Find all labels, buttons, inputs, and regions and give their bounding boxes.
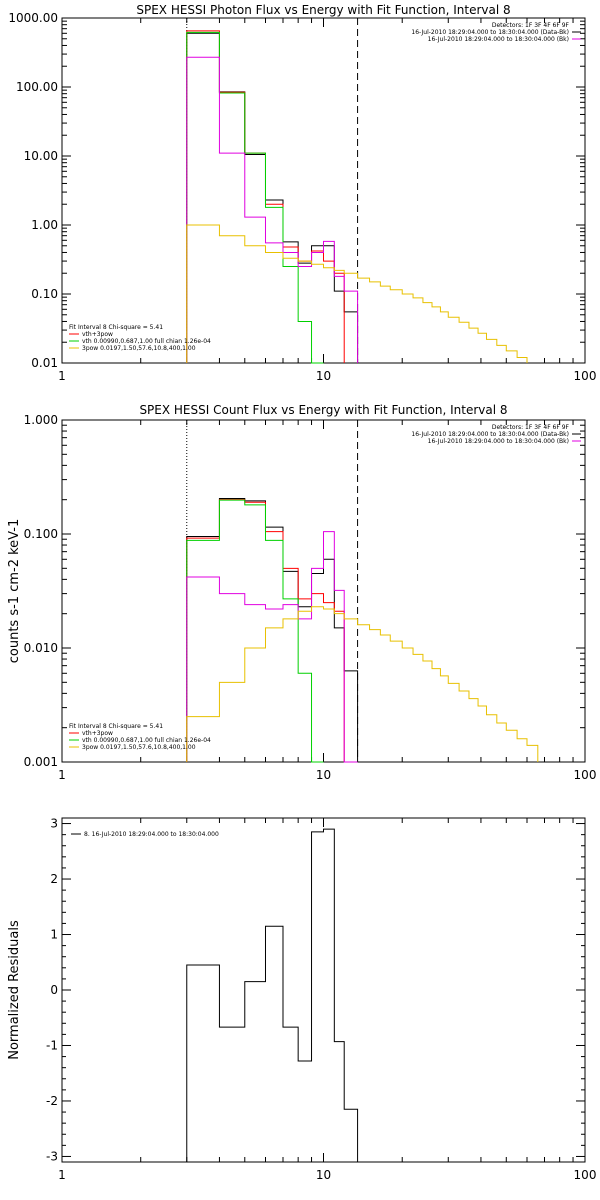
fit-legend-entry: vth 0.00990,0.687,1.00 full chian 1.26e-… bbox=[82, 338, 211, 345]
x-tick-label: 1 bbox=[58, 1168, 66, 1182]
plot-frame bbox=[61, 17, 586, 364]
legend-text: 16-Jul-2010 18:29:04.000 to 18:30:04.000… bbox=[428, 36, 569, 43]
fit-legend-entry: vth 0.00990,0.687,1.00 full chian 1.26e-… bbox=[82, 737, 211, 744]
y-tick-label: 3 bbox=[50, 817, 58, 831]
series-line-data-bk bbox=[186, 32, 359, 363]
fit-legend-entry: vth+3pow bbox=[82, 331, 113, 338]
series-line-bk bbox=[186, 56, 359, 363]
chart-panel-1: SPEX HESSI Photon Flux vs Energy with Fi… bbox=[8, 3, 596, 383]
fit-legend-header: Fit Interval 8 Chi-square = 5.41 bbox=[69, 324, 163, 331]
chart-title: SPEX HESSI Count Flux vs Energy with Fit… bbox=[139, 403, 507, 417]
series-line-bk bbox=[186, 531, 358, 763]
x-tick-label: 1 bbox=[58, 768, 66, 782]
legend-fit: Fit Interval 8 Chi-square = 5.41vth+3pow… bbox=[69, 324, 211, 352]
y-tick-label: 1 bbox=[50, 928, 58, 942]
plot-frame bbox=[61, 817, 586, 1163]
chart-panel-2: SPEX HESSI Count Flux vs Energy with Fit… bbox=[7, 403, 596, 782]
y-tick-label: 1.00 bbox=[31, 218, 58, 232]
y-axis-label: counts s-1 cm-2 keV-1 bbox=[7, 519, 22, 664]
y-tick-label: 10.00 bbox=[24, 149, 58, 163]
y-tick-label: -3 bbox=[46, 1149, 58, 1163]
y-tick-label: 0.100 bbox=[24, 527, 58, 541]
legend-text: 16-Jul-2010 18:29:04.000 to 18:30:04.000… bbox=[428, 438, 569, 445]
fit-legend-entry: 3pow 0.0197,1.50,57.6,10.8,400,1.00 bbox=[82, 345, 196, 352]
plot-frame bbox=[61, 419, 586, 763]
y-tick-label: 1.000 bbox=[24, 413, 58, 427]
x-tick-label: 100 bbox=[574, 768, 597, 782]
x-tick-label: 10 bbox=[316, 768, 331, 782]
residual-legend-text: 8. 16-Jul-2010 18:29:04.000 to 18:30:04.… bbox=[84, 831, 219, 838]
series-line-3pow bbox=[186, 224, 528, 363]
x-tick-label: 100 bbox=[574, 369, 597, 383]
series-line-residuals bbox=[186, 828, 359, 1162]
legend-text: 16-Jul-2010 18:29:04.000 to 18:30:04.000… bbox=[411, 29, 569, 36]
legend-residuals: 8. 16-Jul-2010 18:29:04.000 to 18:30:04.… bbox=[71, 831, 219, 838]
y-tick-label: 0.001 bbox=[24, 755, 58, 769]
fit-legend-header: Fit Interval 8 Chi-square = 5.41 bbox=[69, 723, 163, 730]
y-tick-label: 0.10 bbox=[31, 287, 58, 301]
y-tick-label: 0.010 bbox=[24, 641, 58, 655]
chart-panel-3: Normalized Residuals 1 10 100 -3 -2 -1 0 1 2 3 8. 1… bbox=[7, 817, 596, 1182]
legend-text: 16-Jul-2010 18:29:04.000 to 18:30:04.000… bbox=[411, 431, 569, 438]
chart-title: SPEX HESSI Photon Flux vs Energy with Fi… bbox=[136, 3, 510, 17]
y-tick-label: 100.00 bbox=[16, 80, 58, 94]
series-line-vth bbox=[186, 31, 324, 364]
legend-text: Detectors: 1F 3F 4F 6F 9F bbox=[492, 22, 570, 29]
x-tick-label: 100 bbox=[574, 1168, 597, 1182]
x-tick-label: 1 bbox=[58, 369, 66, 383]
y-tick-label: -1 bbox=[46, 1038, 58, 1052]
y-tick-label: 0.01 bbox=[31, 356, 58, 370]
series-line-3pow bbox=[186, 606, 539, 762]
y-tick-label: 1000.00 bbox=[8, 11, 58, 25]
y-tick-label: 2 bbox=[50, 872, 58, 886]
y-tick-label: -2 bbox=[46, 1094, 58, 1108]
y-tick-label: 0 bbox=[50, 983, 58, 997]
fit-legend-entry: vth+3pow bbox=[82, 730, 113, 737]
legend-text: Detectors: 1F 3F 4F 6F 9F bbox=[492, 424, 570, 431]
x-tick-label: 10 bbox=[316, 1168, 331, 1182]
fit-legend-entry: 3pow 0.0197,1.50,57.6,10.8,400,1.00 bbox=[82, 744, 196, 751]
y-axis-label: Normalized Residuals bbox=[7, 920, 22, 1060]
x-tick-label: 10 bbox=[316, 369, 331, 383]
legend-fit: Fit Interval 8 Chi-square = 5.41vth+3pow… bbox=[69, 723, 211, 751]
series-line-vth-3pow bbox=[186, 30, 345, 363]
series-line-vth bbox=[186, 499, 324, 763]
